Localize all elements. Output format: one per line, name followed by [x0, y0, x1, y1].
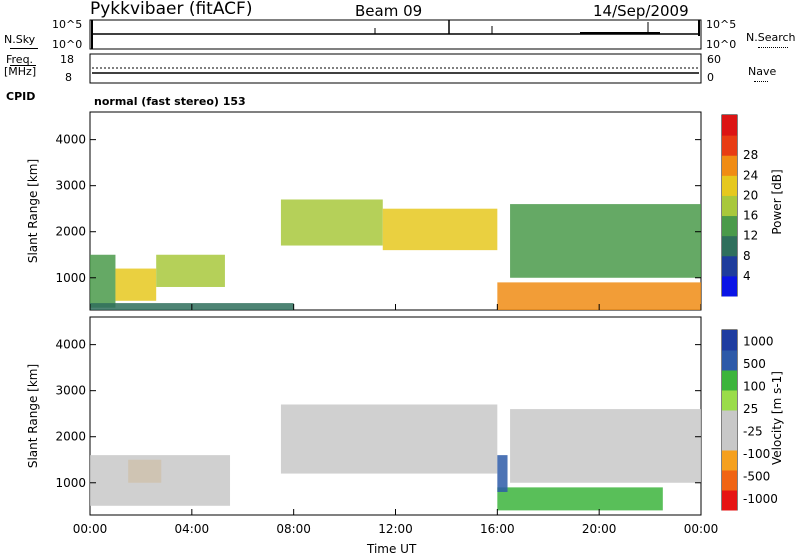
velocity-colorbar-tick-0: 1000 [743, 334, 774, 348]
velocity-colorbar-tick-6: -500 [743, 469, 770, 483]
power-colorbar-label: Power [dB] [770, 169, 784, 235]
nave-tick-bottom: 0 [707, 71, 714, 84]
velocity-ytick-label-0: 1000 [55, 476, 86, 490]
velocity-region-4 [497, 455, 508, 492]
velocity-colorbar-tick-3: 25 [743, 402, 758, 416]
cpid-label: CPID [6, 90, 36, 103]
power-colorbar-tick-3: 16 [743, 209, 758, 223]
nave-label: Nave [748, 65, 777, 78]
freq-label-1: Freq. [6, 53, 34, 66]
power-region-0 [90, 254, 116, 308]
nave-tick-top: 60 [707, 53, 721, 66]
freq-tick-top: 18 [60, 53, 74, 66]
power-ytick-label-2: 3000 [55, 179, 86, 193]
power-colorbar-tick-4: 20 [743, 188, 758, 202]
velocity-xtick-label-1: 04:00 [175, 522, 210, 536]
velocity-region-1 [90, 455, 231, 506]
power-colorbar-swatch-8 [722, 115, 737, 136]
power-colorbar-tick-0: 4 [743, 269, 751, 283]
velocity-xtick-label-5: 20:00 [582, 522, 617, 536]
velocity-colorbar-swatch-2 [722, 450, 737, 471]
velocity-colorbar-swatch-1 [722, 470, 737, 491]
velocity-colorbar-tick-4: -25 [743, 424, 763, 438]
nsearch-dotted-legend [758, 47, 788, 48]
power-ylabel: Slant Range [km] [26, 158, 40, 264]
velocity-region-5 [510, 409, 701, 483]
power-region-2 [156, 254, 225, 287]
power-region-1 [115, 268, 157, 301]
velocity-xtick-label-6: 00:00 [684, 522, 719, 536]
nsearch-tick-bottom: 10^0 [706, 38, 737, 51]
power-ytick-label-0: 1000 [55, 271, 86, 285]
power-colorbar-swatch-7 [722, 135, 737, 156]
velocity-colorbar-tick-1: 500 [743, 357, 766, 371]
velocity-xtick-label-2: 08:00 [276, 522, 311, 536]
power-region-7 [510, 204, 701, 278]
velocity-xtick-label-3: 12:00 [378, 522, 413, 536]
velocity-colorbar-label: Velocity [m s-1] [770, 371, 784, 465]
nsky-tick-top: 10^5 [52, 18, 83, 31]
station-title: Pykkvibaer (fitACF) [90, 0, 253, 19]
power-colorbar-tick-5: 24 [743, 168, 758, 182]
x-axis-label: Time UT [367, 542, 417, 556]
velocity-ytick-label-2: 3000 [55, 384, 86, 398]
velocity-colorbar-tick-7: -1000 [743, 492, 778, 506]
velocity-colorbar-tick-2: 100 [743, 379, 766, 393]
nave-dotted-legend [754, 81, 768, 82]
freq-label-2: [MHz] [4, 65, 37, 78]
power-ytick-label-1: 2000 [55, 225, 86, 239]
velocity-colorbar-swatch-8 [722, 330, 737, 351]
nsky-label: N.Sky [4, 33, 36, 46]
power-colorbar-swatch-1 [722, 255, 737, 277]
velocity-ytick-label-1: 2000 [55, 430, 86, 444]
velocity-colorbar-swatch-4 [722, 410, 737, 431]
nsky-tick-bottom: 10^0 [52, 38, 83, 51]
velocity-region-3 [497, 487, 663, 511]
date-label: 14/Sep/2009 [593, 2, 689, 20]
power-colorbar-swatch-3 [722, 215, 737, 237]
freq-panel-frame [89, 53, 702, 84]
power-colorbar-tick-1: 8 [743, 249, 751, 263]
velocity-ylabel: Slant Range [km] [26, 363, 40, 469]
power-colorbar-swatch-5 [722, 175, 737, 196]
power-region-4 [280, 199, 383, 246]
cpid-value: normal (fast stereo) 153 [94, 95, 246, 108]
velocity-colorbar-tick-5: -100 [743, 447, 770, 461]
nsearch-label: N.Search [746, 31, 796, 44]
velocity-xtick-label-0: 00:00 [73, 522, 108, 536]
power-ytick-label-3: 4000 [55, 133, 86, 147]
power-colorbar-swatch-4 [722, 195, 737, 217]
power-colorbar-swatch-6 [722, 155, 737, 176]
velocity-xtick-label-4: 16:00 [480, 522, 515, 536]
velocity-colorbar-swatch-5 [722, 390, 737, 411]
velocity-colorbar-swatch-0 [722, 490, 737, 511]
power-colorbar-tick-2: 12 [743, 229, 758, 243]
nsky-underline [10, 48, 38, 49]
velocity-ytick-label-3: 4000 [55, 338, 86, 352]
beam-label: Beam 09 [355, 2, 423, 20]
power-colorbar-swatch-2 [722, 235, 737, 257]
freq-underline [10, 65, 36, 66]
freq-tick-bottom: 8 [65, 71, 72, 84]
power-colorbar-tick-6: 28 [743, 148, 758, 162]
power-colorbar-swatch-0 [722, 275, 737, 297]
power-region-5 [382, 208, 498, 251]
velocity-region-2 [280, 404, 498, 474]
velocity-colorbar-swatch-3 [722, 430, 737, 451]
velocity-colorbar-swatch-6 [722, 370, 737, 391]
velocity-colorbar-swatch-7 [722, 350, 737, 371]
nsearch-tick-top: 10^5 [706, 18, 737, 31]
nsky-panel-frame [89, 19, 702, 50]
